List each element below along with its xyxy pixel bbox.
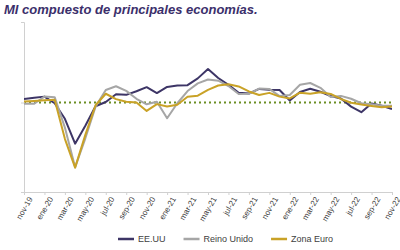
x-tick-label: jul-21: [221, 195, 239, 218]
x-tick-label: nov-21: [260, 195, 280, 221]
x-tick-label: may-22: [320, 195, 341, 223]
x-tick: ene-21: [158, 192, 179, 221]
x-tick: may-22: [320, 192, 341, 223]
x-tick: jul-22: [344, 192, 362, 218]
x-tick: may-20: [75, 192, 96, 223]
x-tick-mark: [310, 192, 311, 195]
x-tick-label: ene-20: [35, 195, 56, 222]
x-tick-mark: [290, 192, 291, 195]
x-tick-mark: [85, 192, 86, 195]
x-tick-mark: [65, 192, 66, 195]
x-tick-mark: [331, 192, 332, 195]
x-tick-mark: [24, 192, 25, 195]
x-tick: mar-22: [301, 192, 322, 222]
x-tick-mark: [228, 192, 229, 195]
x-tick-label: mar-21: [178, 195, 199, 222]
x-tick: sep-22: [362, 192, 382, 221]
x-tick-label: nov-19: [15, 195, 35, 221]
legend-swatch: [118, 238, 134, 241]
x-tick: nov-20: [137, 192, 157, 221]
x-tick-label: sep-22: [362, 195, 382, 221]
x-tick-label: nov-22: [383, 195, 400, 221]
x-tick-mark: [392, 192, 393, 195]
x-tick-mark: [208, 192, 209, 195]
title: MI compuesto de principales economías.: [4, 2, 258, 17]
x-tick-label: nov-20: [137, 195, 157, 221]
x-tick-label: mar-20: [55, 195, 76, 222]
x-tick: nov-22: [383, 192, 400, 221]
grid: [24, 102, 392, 103]
x-tick-mark: [126, 192, 127, 195]
x-tick-label: sep-20: [117, 195, 137, 221]
x-tick: nov-19: [15, 192, 35, 221]
x-tick-mark: [188, 192, 189, 195]
y-axis-line: [21, 23, 25, 193]
x-axis-line: [25, 193, 393, 196]
x-tick-label: jul-20: [98, 195, 116, 218]
x-tick-mark: [372, 192, 373, 195]
y-axis: [21, 23, 25, 193]
x-tick-label: may-20: [75, 195, 96, 223]
x-tick: may-21: [198, 192, 219, 223]
x-tick: sep-21: [240, 192, 260, 221]
grid-line: [24, 102, 392, 104]
series-line: [24, 79, 392, 167]
x-tick-label: jul-22: [344, 195, 362, 218]
legend-label: Reino Unido: [204, 234, 254, 244]
x-tick: sep-20: [117, 192, 137, 221]
y-tick: [21, 103, 24, 104]
legend-swatch: [184, 238, 200, 241]
x-axis: nov-19ene-20mar-20may-20jul-20sep-20nov-…: [15, 192, 400, 223]
legend-swatch: [271, 238, 287, 241]
x-tick: mar-21: [178, 192, 199, 222]
legend-label: EE.UU: [138, 234, 166, 244]
x-tick: ene-20: [35, 192, 56, 221]
chart: MI compuesto de principales economías. no…: [0, 0, 400, 250]
x-tick-mark: [167, 192, 168, 195]
x-tick-mark: [106, 192, 107, 195]
x-tick-label: sep-21: [240, 195, 260, 221]
x-tick-mark: [44, 192, 45, 195]
x-tick-mark: [351, 192, 352, 195]
plot-area: [24, 69, 392, 168]
legend-item: Zona Euro: [271, 234, 333, 244]
x-tick-label: mar-22: [301, 195, 322, 222]
legend-item: EE.UU: [118, 234, 166, 244]
x-tick: jul-20: [98, 192, 116, 218]
x-tick-label: ene-21: [158, 195, 179, 222]
x-tick-mark: [249, 192, 250, 195]
x-tick-label: may-21: [198, 195, 219, 223]
legend: EE.UU Reino Unido Zona Euro: [118, 234, 333, 244]
legend-label: Zona Euro: [291, 234, 333, 244]
x-tick-mark: [147, 192, 148, 195]
series-line: [24, 84, 392, 167]
x-tick: nov-21: [260, 192, 280, 221]
x-tick-label: ene-22: [280, 195, 301, 222]
x-tick: mar-20: [55, 192, 76, 222]
x-tick: jul-21: [221, 192, 239, 218]
y-tick-mark: [21, 103, 24, 104]
x-tick-mark: [269, 192, 270, 195]
legend-item: Reino Unido: [184, 234, 254, 244]
x-tick: ene-22: [280, 192, 301, 221]
